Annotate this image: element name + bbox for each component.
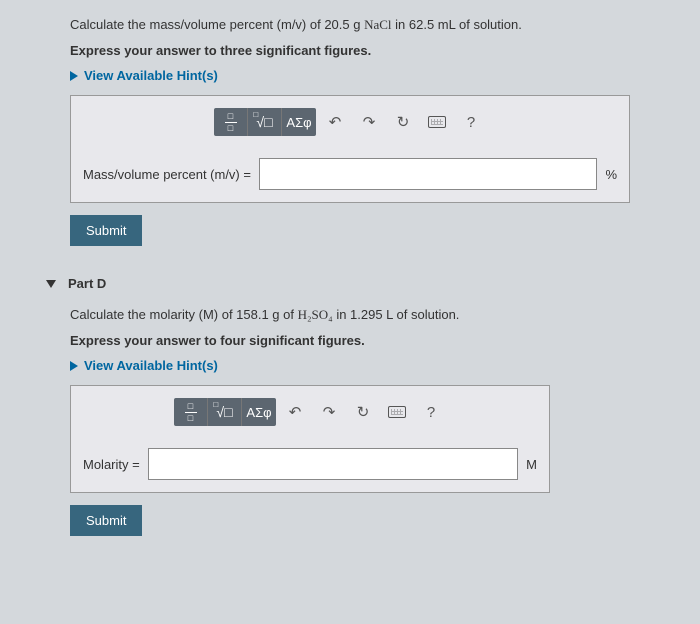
question-text-d: Calculate the molarity (M) of 158.1 g of… xyxy=(70,305,630,325)
chevron-down-icon xyxy=(46,280,56,288)
input-label-c: Mass/volume percent (m/v) = xyxy=(83,167,251,182)
unit-c: % xyxy=(605,167,617,182)
keyboard-icon xyxy=(388,406,406,418)
view-hints-c[interactable]: View Available Hint(s) xyxy=(70,68,630,83)
question-text-c: Calculate the mass/volume percent (m/v) … xyxy=(70,15,630,35)
toolbar-c: □□ √□ ΑΣφ ↶ ↷ ↻ ? xyxy=(83,108,617,136)
keyboard-icon xyxy=(428,116,446,128)
help-button[interactable]: ? xyxy=(456,109,486,135)
undo-button[interactable]: ↶ xyxy=(320,109,350,135)
fraction-tool[interactable]: □□ xyxy=(214,108,248,136)
answer-box-c: □□ √□ ΑΣφ ↶ ↷ ↻ ? Mass/volume percent (m… xyxy=(70,95,630,203)
formula-nacl: NaCl xyxy=(364,17,391,32)
help-button[interactable]: ? xyxy=(416,399,446,425)
input-row-d: Molarity = M xyxy=(83,448,537,480)
formula-h2so4: H₂SO₄ xyxy=(298,307,333,322)
sqrt-tool[interactable]: √□ xyxy=(208,398,242,426)
format-tools: □□ √□ ΑΣφ xyxy=(214,108,316,136)
instruction-c: Express your answer to three significant… xyxy=(70,41,630,61)
greek-tool[interactable]: ΑΣφ xyxy=(242,398,276,426)
keyboard-button[interactable] xyxy=(382,399,412,425)
reset-button[interactable]: ↻ xyxy=(348,399,378,425)
format-tools: □□ √□ ΑΣφ xyxy=(174,398,276,426)
instruction-d: Express your answer to four significant … xyxy=(70,331,630,351)
answer-input-d[interactable] xyxy=(148,448,518,480)
toolbar-d: □□ √□ ΑΣφ ↶ ↷ ↻ ? xyxy=(83,398,537,426)
redo-button[interactable]: ↷ xyxy=(314,399,344,425)
reset-button[interactable]: ↻ xyxy=(388,109,418,135)
view-hints-d[interactable]: View Available Hint(s) xyxy=(70,358,630,373)
greek-tool[interactable]: ΑΣφ xyxy=(282,108,316,136)
submit-button-d[interactable]: Submit xyxy=(70,505,142,536)
chevron-right-icon xyxy=(70,361,78,371)
redo-button[interactable]: ↷ xyxy=(354,109,384,135)
unit-d: M xyxy=(526,457,537,472)
fraction-tool[interactable]: □□ xyxy=(174,398,208,426)
input-row-c: Mass/volume percent (m/v) = % xyxy=(83,158,617,190)
part-d-header[interactable]: Part D xyxy=(46,276,630,291)
input-label-d: Molarity = xyxy=(83,457,140,472)
keyboard-button[interactable] xyxy=(422,109,452,135)
undo-button[interactable]: ↶ xyxy=(280,399,310,425)
answer-input-c[interactable] xyxy=(259,158,597,190)
answer-box-d: □□ √□ ΑΣφ ↶ ↷ ↻ ? Molarity = M xyxy=(70,385,550,493)
chevron-right-icon xyxy=(70,71,78,81)
submit-button-c[interactable]: Submit xyxy=(70,215,142,246)
sqrt-tool[interactable]: √□ xyxy=(248,108,282,136)
